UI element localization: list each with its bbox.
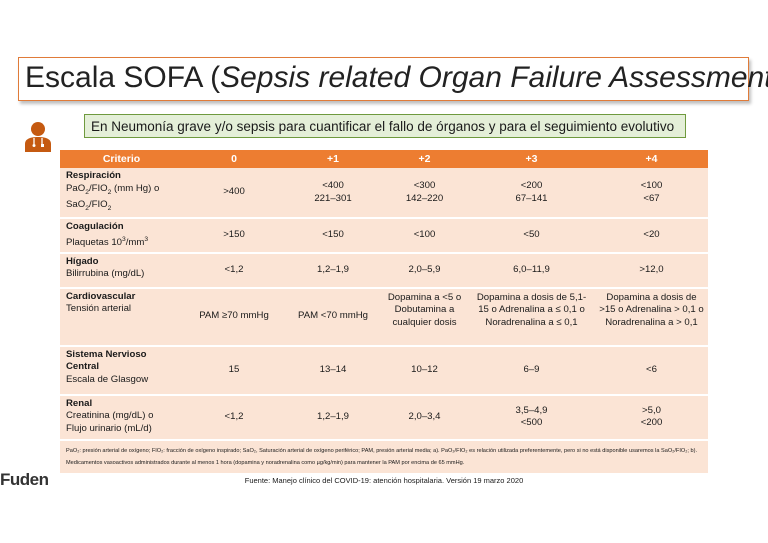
value-cell: 13–14: [285, 345, 381, 396]
value-cell: <20: [595, 218, 708, 254]
value-cell: 2,0–5,9: [381, 252, 468, 289]
table-row-coagulacion: Coagulación Plaquetas 103/mm3 >150 <150 …: [60, 218, 708, 254]
sofa-table: Criterio 0 +1 +2 +3 +4 Respiración PaO2/…: [60, 150, 708, 473]
header-cell: +3: [468, 150, 595, 168]
table-row-respiracion: Respiración PaO2/FIO2 (mm Hg) o SaO2/FIO2…: [60, 168, 708, 220]
value-cell: 6–9: [468, 345, 595, 396]
value-cell: 10–12: [381, 345, 468, 396]
value-cell: >400: [183, 168, 285, 220]
value-cell: >5,0 <200: [595, 394, 708, 441]
page-title: Escala SOFA (Sepsis related Organ Failur…: [25, 61, 768, 94]
criterion-cell: Hígado Bilirrubina (mg/dL): [60, 252, 183, 289]
value-cell: <50: [468, 218, 595, 254]
value-cell: <200 67–141: [468, 168, 595, 220]
source-citation: Fuente: Manejo clínico del COVID-19: ate…: [244, 476, 524, 485]
value-cell: 15: [183, 345, 285, 396]
header-cell: +4: [595, 150, 708, 168]
value-cell: 2,0–3,4: [381, 394, 468, 441]
table-row-cardiovascular: Cardiovascular Tensión arterial PAM ≥70 m…: [60, 287, 708, 347]
value-cell: 3,5–4,9 <500: [468, 394, 595, 441]
value-cell: 6,0–11,9: [468, 252, 595, 289]
criterion-cell: Renal Creatinina (mg/dL) o Flujo urinario …: [60, 394, 183, 441]
value-cell: <1,2: [183, 252, 285, 289]
criterion-cell: Respiración PaO2/FIO2 (mm Hg) o SaO2/FIO2: [60, 168, 183, 220]
value-cell: <150: [285, 218, 381, 254]
value-cell: >12,0: [595, 252, 708, 289]
value-cell: Dopamina a <5 o Dobutamina a cualquier d…: [381, 287, 468, 347]
doctor-icon: [25, 122, 51, 152]
value-cell: <400 221–301: [285, 168, 381, 220]
fuden-logo: Fuden: [0, 470, 49, 489]
value-cell: PAM <70 mmHg: [285, 287, 381, 347]
value-cell: Dopamina a dosis de 5,1-15 o Adrenalina …: [468, 287, 595, 347]
title-box: Escala SOFA (Sepsis related Organ Failur…: [18, 57, 768, 101]
criterion-cell: Cardiovascular Tensión arterial: [60, 287, 183, 347]
subtitle-banner: En Neumonía grave y/o sepsis para cuanti…: [84, 114, 686, 138]
value-cell: >150: [183, 218, 285, 254]
value-cell: <300 142–220: [381, 168, 468, 220]
table-row-renal: Renal Creatinina (mg/dL) o Flujo urinario …: [60, 394, 708, 441]
table-header-row: Criterio 0 +1 +2 +3 +4: [60, 150, 708, 168]
value-cell: <100: [381, 218, 468, 254]
table-row-snc: Sistema Nervioso Central Escala de Glasgo…: [60, 345, 708, 396]
footnote: PaO₂: presión arterial de oxígeno; FIO₂:…: [60, 439, 708, 473]
header-cell: Criterio: [60, 150, 183, 168]
header-cell: +1: [285, 150, 381, 168]
criterion-cell: Coagulación Plaquetas 103/mm3: [60, 218, 183, 254]
value-cell: Dopamina a dosis de >15 o Adrenalina > 0…: [595, 287, 708, 347]
value-cell: <1,2: [183, 394, 285, 441]
criterion-cell: Sistema Nervioso Central Escala de Glasgo…: [60, 345, 183, 396]
header-cell: +2: [381, 150, 468, 168]
value-cell: PAM ≥70 mmHg: [183, 287, 285, 347]
header-cell: 0: [183, 150, 285, 168]
value-cell: 1,2–1,9: [285, 252, 381, 289]
table-row-higado: Hígado Bilirrubina (mg/dL) <1,2 1,2–1,9 2…: [60, 252, 708, 289]
table-footnote-row: PaO₂: presión arterial de oxígeno; FIO₂:…: [60, 439, 708, 473]
value-cell: <6: [595, 345, 708, 396]
value-cell: <100 <67: [595, 168, 708, 220]
value-cell: 1,2–1,9: [285, 394, 381, 441]
